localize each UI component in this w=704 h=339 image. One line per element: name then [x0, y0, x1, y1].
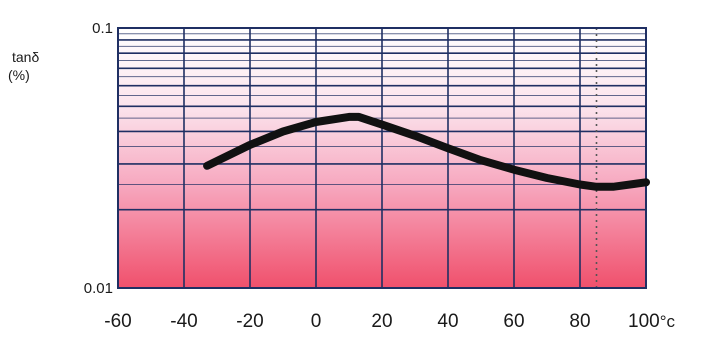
y-axis-ticks: 0.1 0.01 [84, 20, 113, 297]
y-tick-label: 0.1 [92, 20, 113, 37]
x-tick-label: 0 [311, 311, 322, 332]
x-unit-label: °c [660, 312, 676, 331]
x-tick-label: -20 [236, 311, 263, 332]
y-tick-label: 0.01 [84, 280, 113, 297]
x-tick-label: 60 [503, 311, 524, 332]
x-tick-label: 100°c [628, 311, 676, 332]
x-tick-label: 40 [437, 311, 458, 332]
y-axis-unit: (%) [8, 67, 30, 83]
series-line [203, 112, 650, 191]
x-tick-label: -60 [104, 311, 131, 332]
y-axis-label: tanδ [12, 49, 39, 65]
x-tick-label: 80 [569, 311, 590, 332]
x-axis-ticks: -60 -40 -20 0 20 40 60 80 100°c [104, 311, 675, 332]
plot-frame [117, 27, 647, 289]
series-layer [203, 112, 650, 191]
x-tick-label: 20 [371, 311, 392, 332]
x-tick-label: -40 [170, 311, 197, 332]
